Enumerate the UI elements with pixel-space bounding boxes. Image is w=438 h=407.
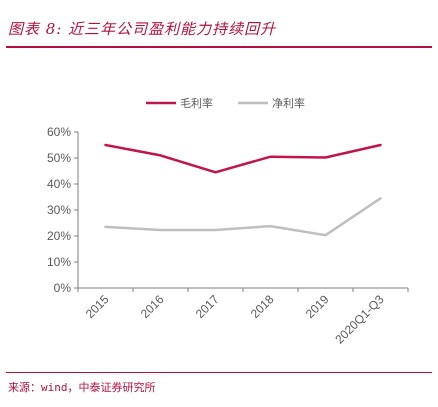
x-tick-label: 2019 [303,292,332,321]
axes: 0% 10% 20% 30% 40% 50% 60% 2015 2016 2017 2018 2019… [47,125,409,346]
y-tick-label: 0% [54,281,72,295]
series-line-gross-margin [104,143,382,174]
legend-label: 净利率 [272,96,305,110]
legend: 毛利率 净利率 [146,96,305,110]
y-tick-label: 50% [47,151,71,165]
source-note: 来源：wind，中泰证券研究所 [8,381,156,394]
y-tick-label: 10% [47,255,71,269]
x-tick-label: 2015 [83,292,112,321]
figure-title: 图表 8: 近三年公司盈利能力持续回升 [8,20,277,38]
series-layer [104,143,382,237]
y-tick-label: 30% [47,203,71,217]
title-divider [6,46,432,48]
x-tick-label: 2017 [193,292,222,321]
legend-label: 毛利率 [180,96,213,110]
y-tick-label: 20% [47,229,71,243]
y-tick-label: 60% [47,125,71,139]
source-divider [6,372,432,373]
y-tick-label: 40% [47,177,71,191]
x-tick-label: 2016 [138,292,167,321]
x-tick-label: 2018 [248,292,277,321]
x-tick-label: 2020Q1-Q3 [332,292,386,346]
series-line-net-margin [104,197,382,237]
